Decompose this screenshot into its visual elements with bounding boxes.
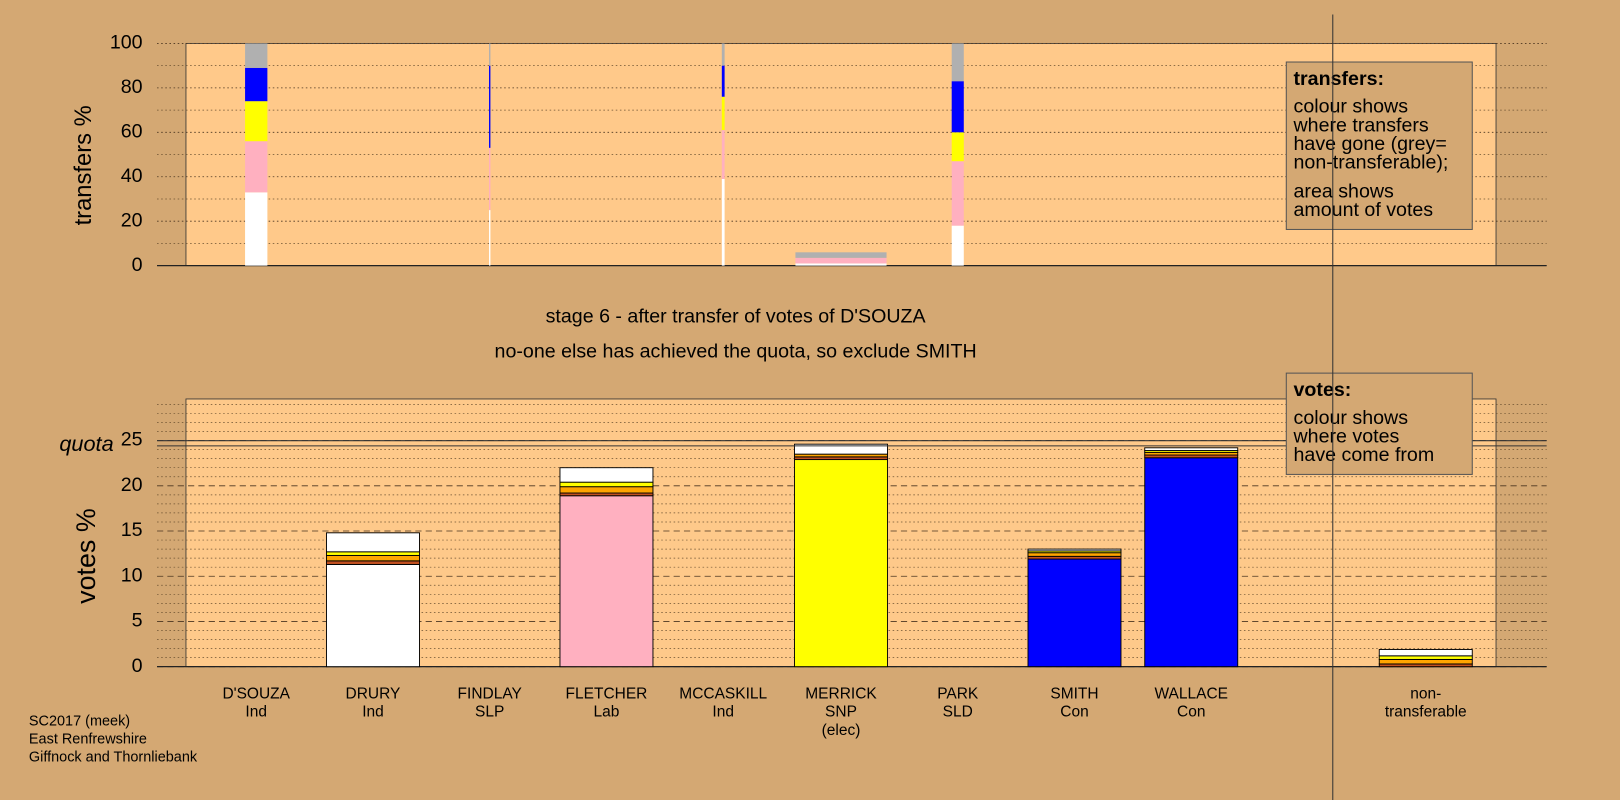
x-tick-label: SLP [475,704,504,721]
x-tick-label: FLETCHER [566,686,648,703]
x-tick-label: FINDLAY [458,686,522,703]
x-tick-label: Ind [245,704,267,721]
vote-segment [1378,655,1473,660]
vote-segment [559,481,654,488]
vote-segment [326,532,420,553]
transfer-segment [489,147,491,211]
legend-box [1285,61,1473,230]
x-tick-label: MCCASKILL [679,686,767,703]
transfer-segment [795,263,887,266]
legend-text: colour shows [1294,96,1409,118]
legend-text: area shows [1294,180,1395,202]
x-tick-label: SNP [825,704,857,721]
footer-text: Giffnock and Thornliebank [29,749,198,765]
transfer-segment [721,130,725,179]
transfer-segment [489,65,491,148]
vote-segment [1027,558,1122,668]
transfer-segment [721,43,725,66]
transfer-segment [951,132,964,162]
bottom-y-label: votes % [71,508,101,604]
vote-segment [1144,447,1239,451]
transfer-segment [245,67,268,102]
legend-text: where votes [1293,425,1400,447]
vote-segment [326,560,420,565]
legend-text: non-transferable); [1294,151,1449,173]
x-tick-label: MERRICK [805,686,877,703]
vote-segment [326,551,420,556]
legend-box [1285,372,1473,475]
y-tick-label: 25 [121,429,143,451]
transfer-segment [245,192,268,266]
transfer-segment [245,101,268,142]
y-tick-label: 10 [121,564,143,586]
transfer-segment [795,252,887,258]
x-tick-label: WALLACE [1154,686,1228,703]
vote-segment [559,467,654,483]
x-tick-label: D'SOUZA [222,686,290,703]
y-tick-label: 80 [121,76,143,98]
transfer-segment [721,65,725,97]
vote-segment [1378,658,1473,665]
transfer-segment [951,161,964,226]
legend-text: colour shows [1294,407,1409,429]
legend-text: amount of votes [1294,199,1434,221]
x-tick-label: Con [1177,704,1205,721]
y-tick-label: 5 [132,610,143,632]
vote-segment [559,495,654,668]
x-tick-label: SMITH [1050,686,1098,703]
x-tick-label: PARK [937,686,979,703]
y-tick-label: 0 [132,655,143,677]
y-tick-label: 15 [121,519,143,541]
marks: 0204060801000510152025D'SOUZAIndDRURYInd… [29,32,1547,765]
y-tick-label: 20 [121,209,143,231]
transfer-segment [245,141,268,193]
x-tick-label: Con [1060,704,1088,721]
transfer-segment [721,178,725,266]
top-y-label: transfers % [70,105,97,225]
transfer-segment [951,43,964,82]
vote-segment [1378,649,1473,657]
quota-label: quota [59,431,113,456]
legend-text: have come from [1294,444,1435,466]
vote-segment [326,554,420,562]
vote-segment [794,443,888,455]
vote-segment [326,564,420,668]
legend-title: transfers: [1294,68,1385,90]
y-tick-label: 100 [110,32,143,54]
y-tick-label: 0 [132,254,143,276]
y-tick-label: 20 [121,474,143,496]
x-tick-label: non- [1410,686,1441,703]
x-tick-label: Lab [594,704,620,721]
transfer-segment [795,257,887,264]
x-tick-label: transferable [1385,704,1467,721]
y-tick-label: 60 [121,120,143,142]
stage-title: stage 6 - after transfer of votes of D'S… [546,305,927,327]
vote-segment [1027,552,1122,557]
vote-segment [1027,548,1122,552]
y-tick-label: 40 [121,165,143,187]
x-tick-label: Ind [712,704,734,721]
footer-text: East Renfrewshire [29,731,147,747]
footer-text: SC2017 (meek) [29,713,130,729]
transfer-segment [951,225,964,266]
x-tick-label: DRURY [346,686,401,703]
transfer-segment [245,43,268,68]
transfer-segment [721,96,725,131]
legend-title: votes: [1294,379,1352,401]
transfer-segment [489,43,491,66]
transfer-segment [489,210,491,266]
transfer-segment [951,81,964,133]
vote-segment [1144,457,1239,668]
vote-segment [559,486,654,494]
legend-text: where transfers [1293,114,1429,136]
legend-text: have gone (grey= [1294,133,1447,155]
stage-subtitle: no-one else has achieved the quota, so e… [495,341,977,363]
x-tick-label: Ind [362,704,384,721]
vote-segment [794,459,888,668]
x-tick-label: (elec) [822,722,861,739]
x-tick-label: SLD [943,704,973,721]
